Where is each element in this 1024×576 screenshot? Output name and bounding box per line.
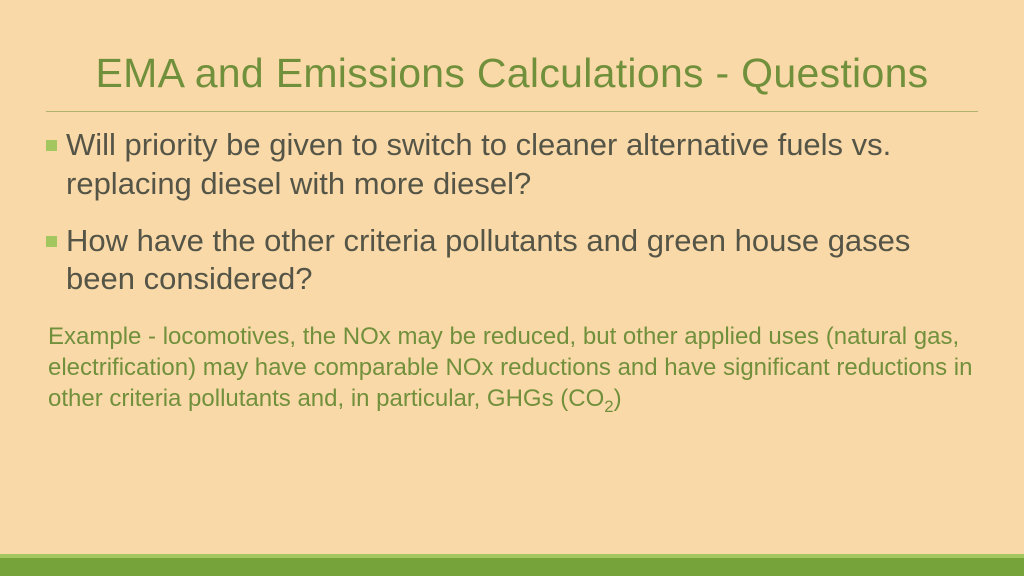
bottom-accent-bar <box>0 558 1024 576</box>
title-divider <box>46 111 978 112</box>
bullet-item: How have the other criteria pollutants a… <box>46 222 978 300</box>
example-text: Example - locomotives, the NOx may be re… <box>46 321 978 418</box>
slide: EMA and Emissions Calculations - Questio… <box>0 0 1024 576</box>
slide-title: EMA and Emissions Calculations - Questio… <box>46 50 978 97</box>
bullet-item: Will priority be given to switch to clea… <box>46 126 978 204</box>
example-suffix: ) <box>614 385 622 412</box>
bullet-list: Will priority be given to switch to clea… <box>46 126 978 299</box>
example-prefix: Example - locomotives, the NOx may be re… <box>48 323 972 412</box>
example-subscript: 2 <box>604 397 613 416</box>
